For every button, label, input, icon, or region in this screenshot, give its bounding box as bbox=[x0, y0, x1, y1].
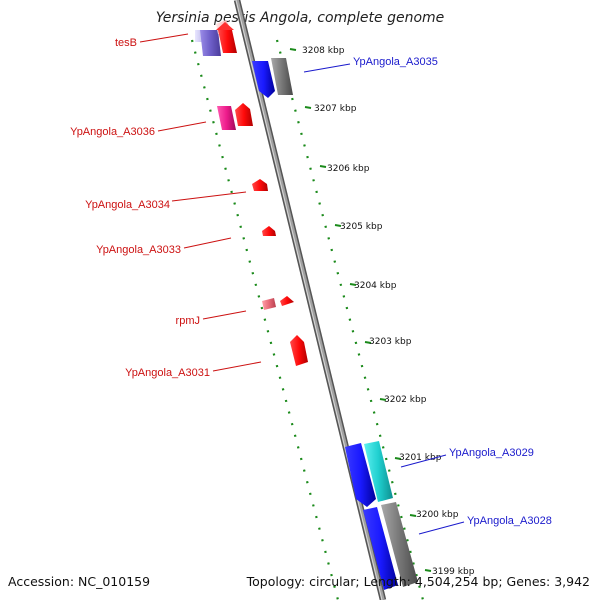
gene-feature-gray-a3035[interactable] bbox=[271, 58, 293, 95]
right-gene-labels: YpAngola_A3035 YpAngola_A3029 YpAngola_A… bbox=[303, 56, 552, 535]
accession-text: Accession: NC_010159 bbox=[8, 574, 150, 589]
gene-label-ypangola-a3034[interactable]: YpAngola_A3034 bbox=[85, 199, 170, 211]
left-gene-labels: tesB YpAngola_A3036 YpAngola_A3034 YpAng… bbox=[70, 33, 262, 379]
major-ticks bbox=[289, 48, 432, 572]
gene-label-rpmj[interactable]: rpmJ bbox=[176, 315, 200, 327]
genome-backbone bbox=[233, 0, 387, 600]
gene-feature-tesb[interactable] bbox=[216, 22, 237, 53]
gene-feature-ypangola-a3028[interactable] bbox=[363, 507, 398, 590]
gene-feature-gray-a3028[interactable] bbox=[381, 502, 418, 587]
gene-feature-ypangola-a3029[interactable] bbox=[345, 443, 376, 507]
gene-label-ypangola-a3031[interactable]: YpAngola_A3031 bbox=[125, 367, 210, 379]
kbp-tick-label: 3205 kbp bbox=[340, 222, 383, 232]
gene-feature-ypangola-a3035[interactable] bbox=[252, 61, 275, 98]
right-tick-track bbox=[275, 39, 425, 600]
kbp-tick-label: 3206 kbp bbox=[327, 164, 370, 174]
gene-feature-magenta[interactable] bbox=[217, 106, 236, 130]
kbp-tick-label: 3203 kbp bbox=[369, 337, 412, 347]
kbp-tick-label: 3208 kbp bbox=[302, 46, 345, 56]
left-tick-track bbox=[190, 39, 340, 600]
kbp-tick-label: 3200 kbp bbox=[416, 510, 459, 520]
kbp-tick-labels: 3208 kbp 3207 kbp 3206 kbp 3205 kbp 3204… bbox=[302, 46, 475, 577]
gene-label-ypangola-a3029[interactable]: YpAngola_A3029 bbox=[449, 447, 534, 459]
gene-feature-purple[interactable] bbox=[200, 30, 221, 56]
kbp-tick-label: 3202 kbp bbox=[384, 395, 427, 405]
gene-label-ypangola-a3028[interactable]: YpAngola_A3028 bbox=[467, 515, 552, 527]
kbp-tick-label: 3204 kbp bbox=[354, 281, 397, 291]
kbp-tick-label: 3201 kbp bbox=[399, 453, 442, 463]
gene-feature-cyan[interactable] bbox=[364, 441, 393, 502]
gene-feature-ypangola-a3034[interactable] bbox=[252, 179, 268, 191]
kbp-tick-label: 3207 kbp bbox=[314, 104, 357, 114]
gene-label-ypangola-a3036[interactable]: YpAngola_A3036 bbox=[70, 126, 155, 138]
gene-label-tesb[interactable]: tesB bbox=[115, 37, 137, 49]
gene-label-ypangola-a3035[interactable]: YpAngola_A3035 bbox=[353, 56, 438, 68]
gene-feature-ypangola-a3036[interactable] bbox=[235, 103, 253, 126]
gene-feature-ypangola-a3031[interactable] bbox=[290, 335, 308, 366]
kbp-tick-label: 3199 kbp bbox=[432, 567, 475, 577]
map-title: Yersinia pestis Angola, complete genome bbox=[156, 10, 445, 26]
gene-label-ypangola-a3033[interactable]: YpAngola_A3033 bbox=[96, 244, 181, 256]
gene-feature-ypangola-a3033[interactable] bbox=[262, 226, 276, 236]
gene-feature-red-small[interactable] bbox=[280, 296, 294, 306]
topology-text: Topology: circular; Length: 4,504,254 bp… bbox=[246, 574, 590, 589]
gene-feature-rpmj[interactable] bbox=[262, 298, 276, 310]
